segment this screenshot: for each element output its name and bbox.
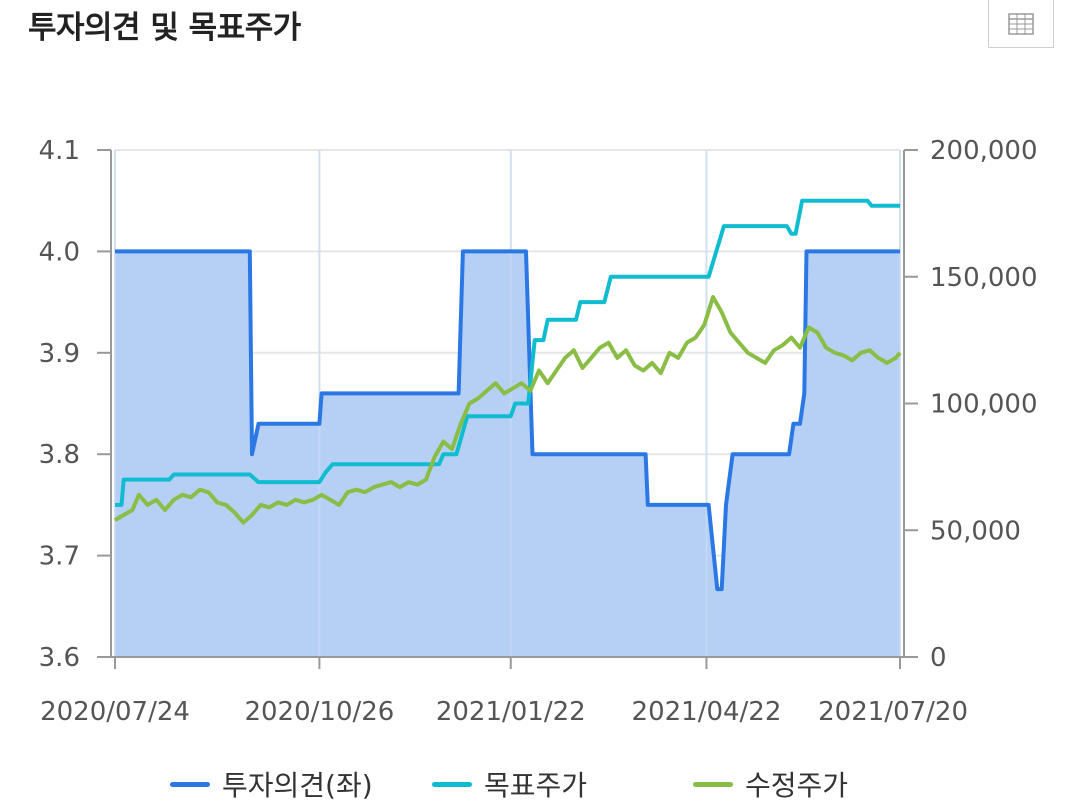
legend-label-target-price: 목표주가 xyxy=(484,769,588,802)
chart-title: 투자의견 및 목표주가 xyxy=(28,10,301,46)
x-axis-tick-label: 2021/01/22 xyxy=(436,697,586,727)
right-axis-tick-label: 100,000 xyxy=(930,390,1038,420)
left-axis-tick-label: 3.8 xyxy=(39,440,80,470)
left-axis-tick-label: 4.0 xyxy=(39,237,80,267)
legend-swatch-target-price xyxy=(432,781,472,787)
target-price-line xyxy=(115,198,900,507)
table-view-button[interactable] xyxy=(988,0,1054,48)
opinion-line xyxy=(115,249,900,592)
legend-swatch-opinion xyxy=(170,781,210,787)
x-axis-tick-label: 2021/04/22 xyxy=(632,697,782,727)
adjusted-price-line xyxy=(113,295,902,525)
legend-item-adjusted-price[interactable]: 수정주가 xyxy=(693,762,848,806)
table-icon xyxy=(1008,12,1034,35)
legend-item-target-price[interactable]: 목표주가 xyxy=(432,762,587,806)
left-axis-tick-label: 3.6 xyxy=(39,643,80,673)
legend-label-adjusted-price: 수정주가 xyxy=(745,769,849,802)
tick-label-layer: 3.6 3.7 3.8 3.9 4.0 4.1 0 50,000 100,000 150,000 2… xyxy=(39,136,1038,727)
right-axis-tick-label: 50,000 xyxy=(930,516,1021,546)
right-axis-tick-label: 0 xyxy=(930,643,947,673)
chart-legend: 투자의견(좌) 목표주가 수정주가 xyxy=(0,762,1080,806)
left-axis-tick-label: 3.7 xyxy=(39,542,80,572)
left-axis-tick-label: 3.9 xyxy=(39,339,80,369)
legend-item-opinion[interactable]: 투자의견(좌) xyxy=(170,762,373,806)
right-axis-tick-label: 150,000 xyxy=(930,263,1038,293)
legend-swatch-adjusted-price xyxy=(693,781,733,787)
right-axis-tick-label: 200,000 xyxy=(930,136,1038,166)
legend-label-opinion: 투자의견(좌) xyxy=(222,769,373,802)
x-axis-tick-label: 2020/10/26 xyxy=(244,697,394,727)
axis-layer xyxy=(97,149,918,669)
x-axis-tick-label: 2021/07/20 xyxy=(818,697,968,727)
left-axis-tick-label: 4.1 xyxy=(39,136,80,166)
opinion-area xyxy=(115,251,900,657)
chart-canvas: 3.6 3.7 3.8 3.9 4.0 4.1 0 50,000 100,000 150,000 2… xyxy=(39,136,1038,727)
x-axis-tick-label: 2020/07/24 xyxy=(40,697,190,727)
series-line-layer xyxy=(113,198,902,592)
